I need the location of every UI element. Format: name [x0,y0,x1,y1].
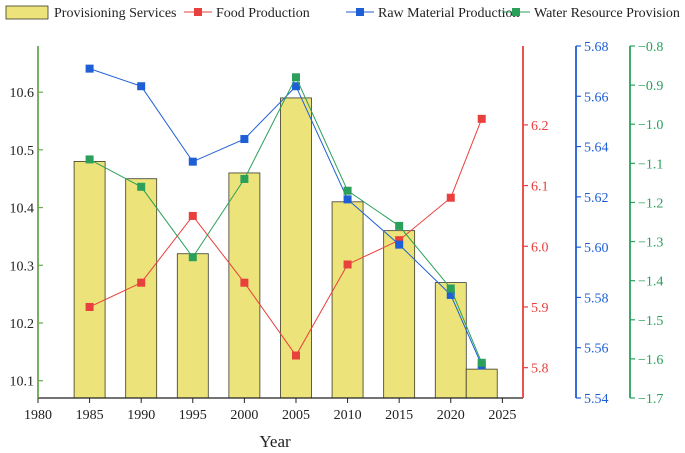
y1-tick-label-10.1: 10.1 [10,375,35,390]
bar-2010 [331,201,364,399]
axes: 1980 1985 1990 1995 2000 2005 2010 2015 2020 2025… [10,40,664,423]
bar-2023 [465,368,498,399]
x-axis-label: Year [259,432,291,451]
raw-material-production-point-2020 [446,290,455,299]
legend-label-raw-material-production: Raw Material Production [378,6,520,21]
y3-tick-label-5.64: 5.64 [584,141,609,156]
food-production-point-2000 [240,278,249,287]
y3-tick-label-5.54: 5.54 [584,392,609,407]
x-tick-label-1985: 1985 [76,408,104,423]
bar-series [73,97,498,399]
legend-marker-food-production [194,8,202,16]
water-resource-provision-point-2020 [446,284,455,293]
food-production-point-2010 [343,260,352,269]
food-production-point-1990 [137,278,146,287]
y4-tick-label--1.4: −1.4 [638,275,663,290]
raw-material-production-point-2010 [343,195,352,204]
water-resource-provision-point-2023 [477,358,486,367]
raw-material-production-point-2000 [240,135,249,144]
x-tick-label-1990: 1990 [127,408,155,423]
legend-marker-water-resource-provision [512,8,520,16]
y3-tick-label-5.68: 5.68 [584,40,609,55]
food-production-point-1985 [85,302,94,311]
legend-label-food-production: Food Production [216,6,310,21]
y2-tick-label-5.9: 5.9 [531,301,549,316]
y3-tick-label-5.58: 5.58 [584,291,609,306]
legend-marker-raw-material-production [356,8,364,16]
y4-tick-label--1.7: −1.7 [638,392,663,407]
y4-tick-label--1.6: −1.6 [638,353,663,368]
x-tick-label-2010: 2010 [334,408,362,423]
water-resource-provision-point-2015 [395,221,404,230]
y4-tick-label--1.2: −1.2 [638,196,663,211]
y3-tick-label-5.62: 5.62 [584,191,609,206]
y1-tick-label-10.5: 10.5 [10,144,35,159]
y3-tick-label-5.56: 5.56 [584,342,609,357]
water-resource-provision-point-1985 [85,155,94,164]
y4-tick-label--1.3: −1.3 [638,236,663,251]
y2-tick-label-6.2: 6.2 [531,119,549,134]
bar-2005 [280,97,312,399]
raw-material-production-point-1995 [188,157,197,166]
raw-material-production-point-2015 [395,240,404,249]
y1-tick-label-10.4: 10.4 [10,202,35,217]
x-tick-label-1995: 1995 [179,408,207,423]
water-resource-provision-point-1990 [137,182,146,191]
food-production-point-2005 [291,351,300,360]
y1-tick-label-10.6: 10.6 [10,86,35,101]
y4-tick-label--1.1: −1.1 [638,157,663,172]
y2-tick-label-6.0: 6.0 [531,240,549,255]
water-resource-provision-point-2000 [240,174,249,183]
y3-tick-label-5.60: 5.60 [584,241,609,256]
raw-material-production-point-2005 [291,82,300,91]
y4-tick-label--0.8: −0.8 [638,40,663,55]
food-production-point-1995 [188,211,197,220]
x-tick-label-2000: 2000 [230,408,258,423]
food-production-point-2015 [395,236,404,245]
y2-tick-label-6.1: 6.1 [531,180,549,195]
y1-tick-label-10.2: 10.2 [10,317,35,332]
y1-tick-label-10.3: 10.3 [10,259,35,274]
x-tick-label-2025: 2025 [488,408,516,423]
bar-2015 [383,230,416,399]
water-resource-provision-point-2005 [291,73,300,82]
y4-tick-label--1.5: −1.5 [638,314,663,329]
legend-swatch-provisioning-services [5,5,49,20]
line-series [85,64,486,370]
y2-tick-label-5.8: 5.8 [531,362,549,377]
x-tick-label-1980: 1980 [24,408,52,423]
bar-1990 [125,178,158,399]
x-tick-label-2005: 2005 [282,408,310,423]
bar-1995 [176,253,209,399]
legend-label-water-resource-provision: Water Resource Provision [534,6,680,21]
raw-material-production-point-1990 [137,82,146,91]
x-tick-label-2020: 2020 [437,408,465,423]
y4-tick-label--0.9: −0.9 [638,79,663,94]
bar-1985 [73,161,106,399]
legend-label-provisioning-services: Provisioning Services [54,6,177,21]
y3-tick-label-5.66: 5.66 [584,90,609,105]
water-resource-provision-point-1995 [188,253,197,262]
bar-2020 [434,282,467,399]
x-tick-label-2015: 2015 [385,408,413,423]
food-production-point-2020 [446,193,455,202]
legend: Provisioning Services Food Production Raw … [5,5,680,21]
water-resource-provision-point-2010 [343,186,352,195]
food-production-point-2023 [477,114,486,123]
raw-material-production-point-1985 [85,64,94,73]
y4-tick-label--1.0: −1.0 [638,118,663,133]
